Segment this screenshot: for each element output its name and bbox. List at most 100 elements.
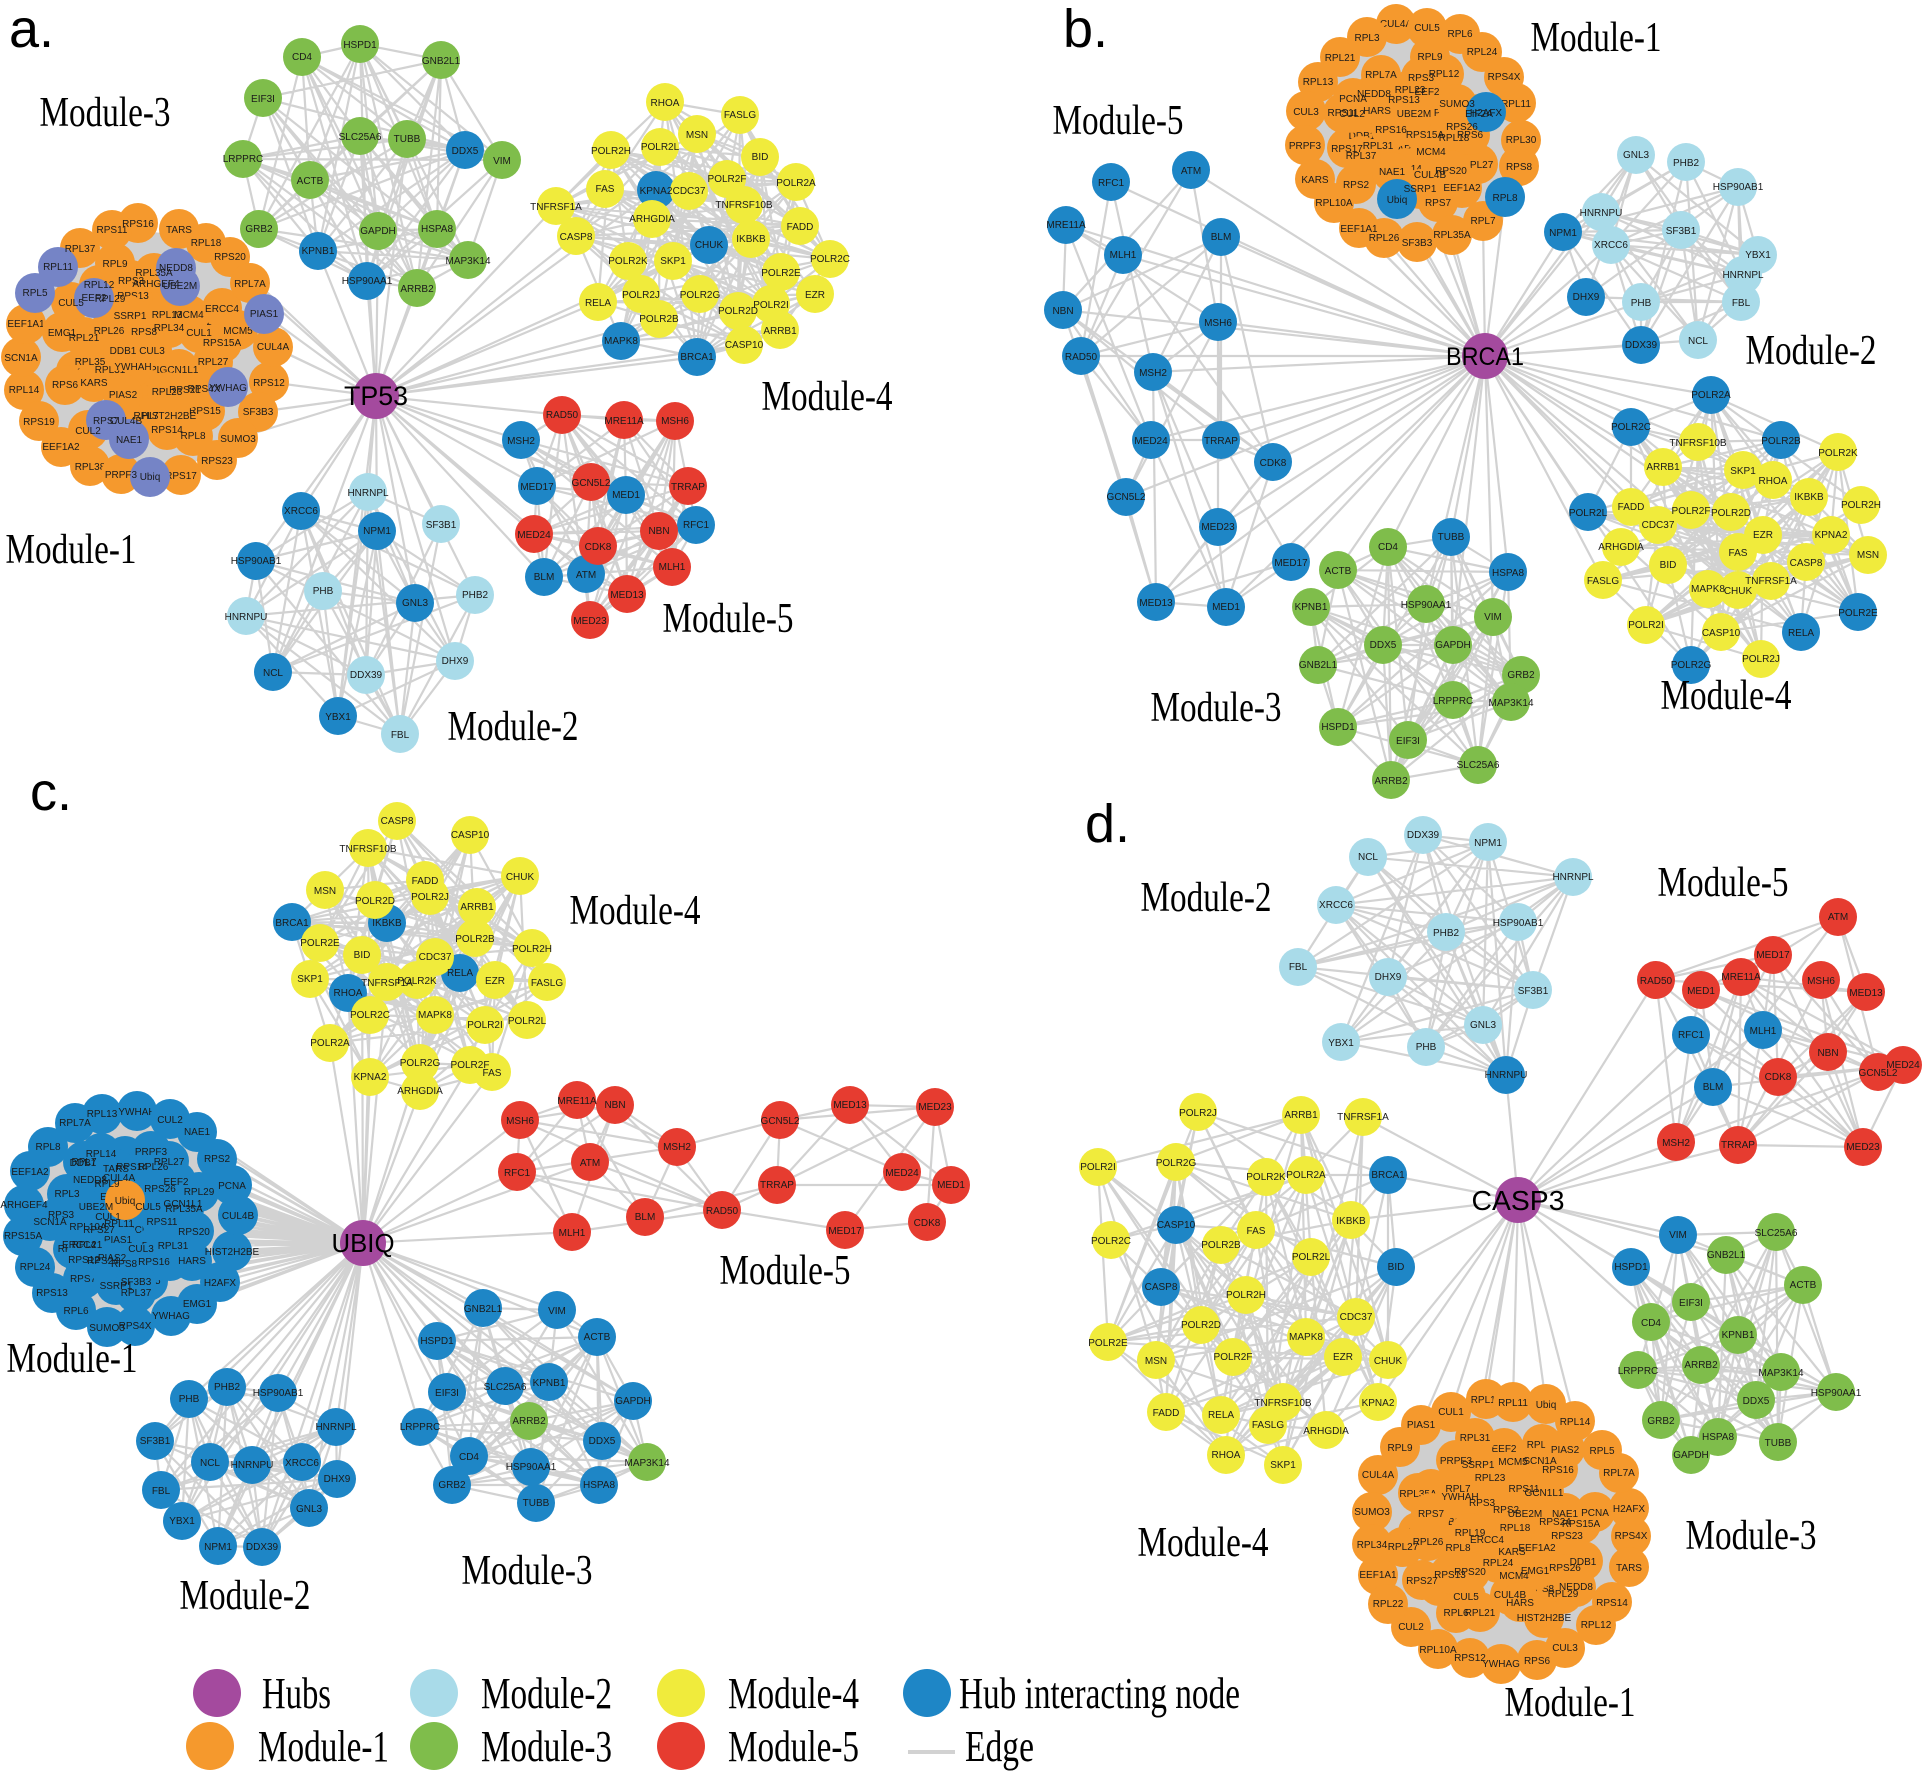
svg-text:RPS7: RPS7 [70, 1274, 97, 1285]
svg-text:FBL: FBL [1732, 298, 1751, 309]
svg-text:SKP1: SKP1 [297, 974, 323, 985]
svg-text:RPL11: RPL11 [43, 262, 73, 273]
svg-text:RPL27: RPL27 [154, 1157, 185, 1168]
svg-text:RPS3: RPS3 [118, 276, 145, 287]
svg-text:FADD: FADD [412, 876, 439, 887]
svg-text:POLR2I: POLR2I [1080, 1162, 1116, 1173]
svg-text:RPL7: RPL7 [1470, 216, 1495, 227]
svg-text:XRCC6: XRCC6 [1594, 240, 1628, 251]
svg-text:RPS15A: RPS15A [203, 338, 242, 349]
svg-text:RPL14: RPL14 [86, 1149, 117, 1160]
svg-text:RPS11: RPS11 [1509, 1484, 1540, 1495]
svg-text:TUBB: TUBB [1438, 532, 1465, 543]
svg-text:RPL31: RPL31 [95, 365, 126, 376]
svg-text:MED23: MED23 [1846, 1142, 1880, 1153]
svg-text:TNFRSF10B: TNFRSF10B [715, 200, 773, 211]
svg-text:RPL31: RPL31 [158, 1241, 189, 1252]
svg-text:BID: BID [752, 152, 769, 163]
svg-text:ACTB: ACTB [1790, 1280, 1817, 1291]
svg-text:HSPA8: HSPA8 [1492, 568, 1524, 579]
svg-text:ARRB1: ARRB1 [460, 902, 494, 913]
svg-text:HSP90AB1: HSP90AB1 [1493, 918, 1544, 929]
svg-text:YWHAG: YWHAG [1482, 1659, 1520, 1670]
svg-text:RELA: RELA [585, 298, 611, 309]
svg-text:RPL18: RPL18 [1439, 133, 1470, 144]
svg-text:ACTB: ACTB [1325, 566, 1352, 577]
svg-text:PHB2: PHB2 [1673, 158, 1700, 169]
svg-text:MAPK8: MAPK8 [1691, 584, 1725, 595]
svg-text:ARRB2: ARRB2 [400, 284, 434, 295]
svg-text:DDX5: DDX5 [1370, 640, 1397, 651]
svg-text:CUL4B: CUL4B [1494, 1590, 1527, 1601]
svg-text:DHX9: DHX9 [324, 1474, 351, 1485]
svg-text:HSP90AA1: HSP90AA1 [1811, 1388, 1862, 1399]
svg-text:RPL8: RPL8 [35, 1142, 60, 1153]
svg-text:FASLG: FASLG [531, 978, 563, 989]
svg-text:RPL29: RPL29 [184, 1187, 215, 1198]
svg-text:Module-5: Module-5 [1053, 98, 1184, 144]
svg-text:RPL9: RPL9 [1417, 52, 1442, 63]
svg-text:RPL35A: RPL35A [135, 268, 173, 279]
svg-text:NPM1: NPM1 [1474, 838, 1502, 849]
svg-text:DDB1: DDB1 [110, 346, 137, 357]
svg-text:HNRNPU: HNRNPU [225, 612, 268, 623]
svg-text:KPNB1: KPNB1 [302, 246, 335, 257]
svg-text:POLR2E: POLR2E [1088, 1338, 1128, 1349]
svg-text:RPL11: RPL11 [1498, 1398, 1528, 1409]
svg-text:FADD: FADD [1153, 1408, 1180, 1419]
svg-text:MAP3K14: MAP3K14 [1758, 1368, 1803, 1379]
svg-text:Module-2: Module-2 [1141, 875, 1272, 921]
svg-text:RPL26: RPL26 [138, 1162, 169, 1173]
svg-text:EEF1A1: EEF1A1 [7, 319, 45, 330]
svg-text:MAPK8: MAPK8 [1289, 1332, 1323, 1343]
svg-text:POLR2B: POLR2B [455, 934, 495, 945]
svg-text:ATM: ATM [576, 570, 596, 581]
svg-text:TP53: TP53 [344, 381, 408, 411]
svg-text:POLR2L: POLR2L [1569, 508, 1608, 519]
svg-text:CUL4B: CUL4B [1414, 170, 1447, 181]
svg-text:UBIQ: UBIQ [332, 1228, 395, 1258]
svg-text:CASP8: CASP8 [1790, 558, 1823, 569]
svg-text:ATM: ATM [1828, 912, 1848, 923]
svg-text:VIM: VIM [548, 1306, 566, 1317]
svg-text:ATM: ATM [580, 1158, 600, 1169]
svg-text:GNL3: GNL3 [1623, 150, 1650, 161]
svg-text:RPL29: RPL29 [1548, 1589, 1579, 1600]
svg-text:RPL24: RPL24 [20, 1262, 51, 1273]
svg-text:POLR2L: POLR2L [508, 1016, 547, 1027]
svg-text:RPL14: RPL14 [9, 385, 40, 396]
svg-text:MED1: MED1 [1687, 986, 1715, 997]
svg-text:SUMO3: SUMO3 [89, 1323, 125, 1334]
svg-text:DDX39: DDX39 [246, 1542, 279, 1553]
svg-text:RFC1: RFC1 [683, 520, 710, 531]
svg-text:HSPA8: HSPA8 [1702, 1432, 1734, 1443]
svg-text:TNFRSF1A: TNFRSF1A [530, 202, 582, 213]
svg-text:PCNA: PCNA [218, 1181, 246, 1192]
svg-text:TNFRSF1A: TNFRSF1A [361, 978, 413, 989]
svg-text:KPNA2: KPNA2 [1362, 1398, 1395, 1409]
svg-text:YWHAG: YWHAG [152, 1311, 190, 1322]
svg-text:GCN5L2: GCN5L2 [572, 478, 611, 489]
svg-text:SF3B1: SF3B1 [1518, 986, 1549, 997]
svg-text:TARS: TARS [103, 1164, 129, 1175]
svg-text:HNRNPU: HNRNPU [1485, 1070, 1528, 1081]
svg-text:MSH2: MSH2 [1662, 1138, 1690, 1149]
svg-text:LRPPRC: LRPPRC [1433, 696, 1474, 707]
svg-text:POLR2B: POLR2B [639, 314, 679, 325]
svg-text:ERCC4: ERCC4 [205, 304, 239, 315]
svg-text:RPL12: RPL12 [1429, 69, 1460, 80]
svg-text:MSH6: MSH6 [1807, 976, 1835, 987]
svg-text:UBE2M: UBE2M [1508, 1509, 1542, 1520]
svg-text:RPS13: RPS13 [36, 1288, 68, 1299]
svg-text:CDK8: CDK8 [1260, 458, 1287, 469]
svg-text:Hub interacting node: Hub interacting node [959, 1669, 1240, 1718]
svg-text:Module-2: Module-2 [448, 704, 579, 750]
svg-text:H2AFX: H2AFX [204, 1278, 237, 1289]
svg-text:Module-4: Module-4 [570, 888, 701, 934]
svg-text:KPNA2: KPNA2 [354, 1072, 387, 1083]
svg-text:MED17: MED17 [520, 482, 554, 493]
svg-text:RPS7: RPS7 [1418, 1509, 1445, 1520]
svg-text:Module-5: Module-5 [663, 596, 794, 642]
svg-text:BRCA1: BRCA1 [275, 918, 309, 929]
svg-text:RAD50: RAD50 [1065, 352, 1098, 363]
